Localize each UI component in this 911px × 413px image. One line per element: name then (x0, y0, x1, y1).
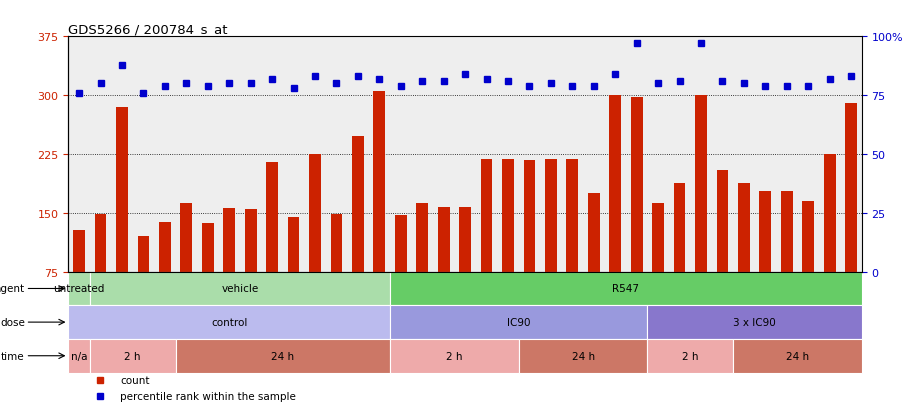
Text: R547: R547 (612, 284, 639, 294)
Bar (737, 183, 749, 272)
Bar (309, 154, 321, 272)
Bar (502, 160, 513, 272)
Bar (68, 306, 390, 339)
Bar (330, 215, 342, 272)
Text: 2 h: 2 h (124, 351, 141, 361)
Bar (266, 162, 278, 272)
Bar (523, 161, 535, 272)
Bar (352, 137, 363, 272)
Bar (373, 92, 384, 272)
Text: control: control (210, 317, 247, 328)
Text: IC90: IC90 (507, 317, 530, 328)
Bar (180, 203, 192, 272)
Bar (480, 160, 492, 272)
Bar (673, 183, 685, 272)
Text: agent: agent (0, 284, 25, 294)
Text: vehicle: vehicle (221, 284, 259, 294)
Bar (68, 272, 90, 306)
Bar (116, 108, 128, 272)
Bar (844, 104, 856, 272)
Bar (732, 339, 861, 373)
Bar (244, 209, 256, 272)
Text: GDS5266 / 200784_s_at: GDS5266 / 200784_s_at (68, 23, 228, 36)
Text: time: time (1, 351, 25, 361)
Bar (287, 217, 299, 272)
Bar (138, 237, 149, 272)
Text: 24 h: 24 h (785, 351, 808, 361)
Bar (394, 216, 406, 272)
Bar (201, 223, 213, 272)
Bar (651, 204, 663, 272)
Bar (90, 272, 390, 306)
Text: untreated: untreated (54, 284, 105, 294)
Bar (647, 306, 861, 339)
Bar (609, 96, 620, 272)
Bar (437, 207, 449, 272)
Bar (802, 202, 814, 272)
Bar (716, 170, 728, 272)
Text: percentile rank within the sample: percentile rank within the sample (120, 392, 295, 401)
Bar (176, 339, 390, 373)
Bar (390, 272, 861, 306)
Bar (416, 203, 427, 272)
Text: 2 h: 2 h (445, 351, 462, 361)
Bar (68, 339, 90, 373)
Bar (223, 209, 235, 272)
Text: 2 h: 2 h (681, 351, 698, 361)
Bar (780, 191, 792, 272)
Bar (459, 207, 470, 272)
Text: n/a: n/a (71, 351, 87, 361)
Bar (759, 191, 771, 272)
Bar (95, 215, 107, 272)
Bar (694, 96, 706, 272)
Text: 24 h: 24 h (271, 351, 294, 361)
Bar (630, 97, 642, 272)
Text: dose: dose (0, 317, 25, 328)
Bar (545, 160, 557, 272)
Bar (566, 160, 578, 272)
Bar (159, 223, 170, 272)
Text: 24 h: 24 h (571, 351, 594, 361)
Text: 3 x IC90: 3 x IC90 (732, 317, 775, 328)
Bar (390, 306, 647, 339)
Bar (588, 194, 599, 272)
Bar (90, 339, 176, 373)
Text: count: count (120, 375, 149, 385)
Bar (390, 339, 518, 373)
Bar (823, 154, 834, 272)
Bar (647, 339, 732, 373)
Bar (73, 230, 85, 272)
Bar (518, 339, 647, 373)
